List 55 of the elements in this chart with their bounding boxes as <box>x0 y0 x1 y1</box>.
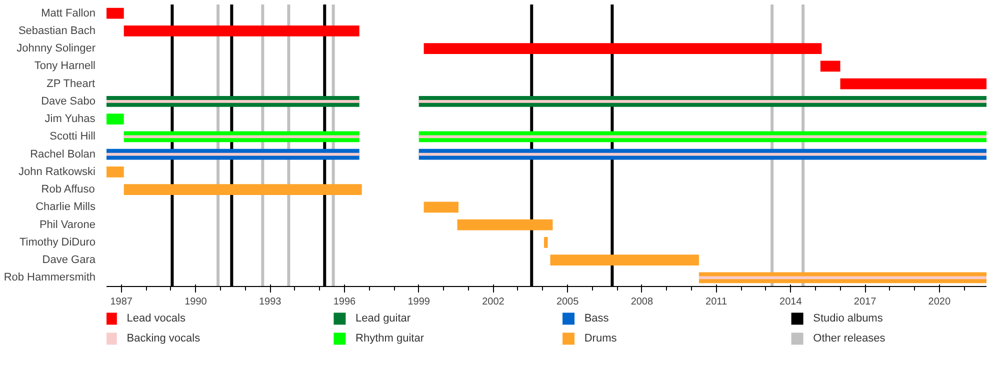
y-tick-label: Scotti Hill <box>50 130 96 143</box>
bar <box>106 152 360 156</box>
y-tick-label: Matt Fallon <box>41 7 96 20</box>
bar <box>550 254 699 266</box>
y-tick-label: Rob Affuso <box>41 184 95 196</box>
y-tick-label: Johnny Solinger <box>16 42 96 55</box>
bar <box>124 25 360 36</box>
x-tick-label: 2014 <box>780 296 802 308</box>
y-tick-label: ZP Theart <box>46 78 96 90</box>
y-tick-label: Dave Gara <box>42 254 96 266</box>
bar <box>424 43 822 54</box>
bar <box>698 276 986 280</box>
x-tick-label: 2020 <box>928 296 951 308</box>
legend-label: Lead guitar <box>356 312 411 325</box>
x-tick-label: 1996 <box>333 296 356 308</box>
legend-label: Other releases <box>813 332 886 345</box>
legend-label: Lead vocals <box>126 312 186 325</box>
bar <box>840 78 986 90</box>
legend-label: Drums <box>584 332 618 345</box>
x-tick-label: 1987 <box>110 296 133 308</box>
x-tick-label: 2017 <box>854 296 877 308</box>
bar <box>457 219 553 230</box>
bar <box>106 114 124 125</box>
y-tick-label: Tony Harnell <box>34 60 96 72</box>
bar <box>418 152 986 156</box>
bar <box>124 135 360 138</box>
y-tick-label: Rob Hammersmith <box>4 272 96 284</box>
x-tick-label: 1993 <box>258 296 282 308</box>
y-tick-label: Charlie Mills <box>36 201 96 214</box>
legend-label: Backing vocals <box>126 332 201 345</box>
y-tick-label: John Ratkowski <box>18 166 96 178</box>
bar <box>106 166 124 178</box>
y-tick-label: Phil Varone <box>39 218 96 231</box>
bar <box>544 236 548 248</box>
y-tick-label: Rachel Bolan <box>30 148 96 160</box>
y-tick-label: Timothy DiDuro <box>20 236 96 248</box>
x-tick-label: 1999 <box>408 296 430 308</box>
legend-label: Studio albums <box>813 312 884 325</box>
x-tick-label: 2002 <box>482 296 505 308</box>
y-tick-label: Dave Sabo <box>41 95 96 108</box>
legend-label: Rhythm guitar <box>356 332 424 345</box>
legend-label: Bass <box>584 312 610 325</box>
bar <box>424 202 458 213</box>
bar <box>124 184 362 196</box>
x-tick-label: 1990 <box>184 296 208 308</box>
y-tick-label: Sebastian Bach <box>18 24 96 37</box>
x-tick-label: 2011 <box>706 296 728 308</box>
x-tick-label: 2005 <box>556 296 580 308</box>
x-tick-label: 2008 <box>630 296 654 308</box>
bar <box>106 8 124 19</box>
bar <box>418 135 986 138</box>
bar <box>820 60 840 72</box>
y-tick-label: Jim Yuhas <box>44 113 96 126</box>
bar <box>106 100 360 103</box>
bar <box>418 100 986 103</box>
